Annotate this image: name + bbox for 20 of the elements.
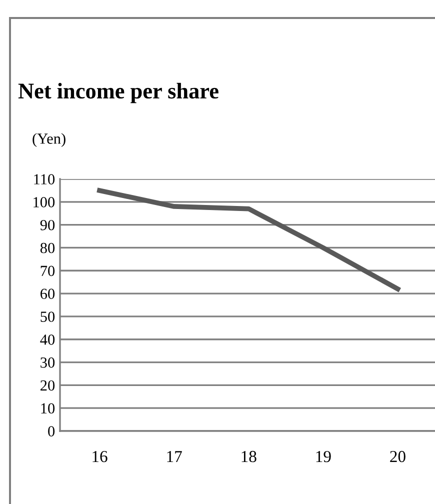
y-tick-label: 90	[40, 220, 55, 230]
y-tick-label: 110	[34, 174, 55, 184]
x-tick-label: 16	[92, 450, 108, 462]
y-tick-label: 10	[41, 403, 55, 414]
y-tick-label: 50	[40, 312, 55, 322]
x-tick-label: 17	[167, 451, 182, 462]
y-tick-label: 80	[40, 242, 55, 254]
y-tick-label: 70	[40, 266, 55, 276]
chart-title: Net income per share	[18, 82, 218, 104]
y-axis-title: (Yen)	[32, 133, 66, 147]
x-tick-label: 19	[316, 450, 331, 462]
x-tick-label: 20	[390, 450, 406, 462]
y-tick-label: 30	[40, 357, 55, 368]
x-tick-label: 18	[242, 450, 256, 462]
y-tick-label: 40	[40, 334, 55, 345]
y-tick-label: 0	[48, 426, 55, 436]
line-series	[97, 188, 400, 292]
y-tick-label: 100	[34, 197, 55, 208]
y-tick-label: 20	[40, 380, 55, 391]
y-tick-label: 60	[40, 288, 55, 299]
